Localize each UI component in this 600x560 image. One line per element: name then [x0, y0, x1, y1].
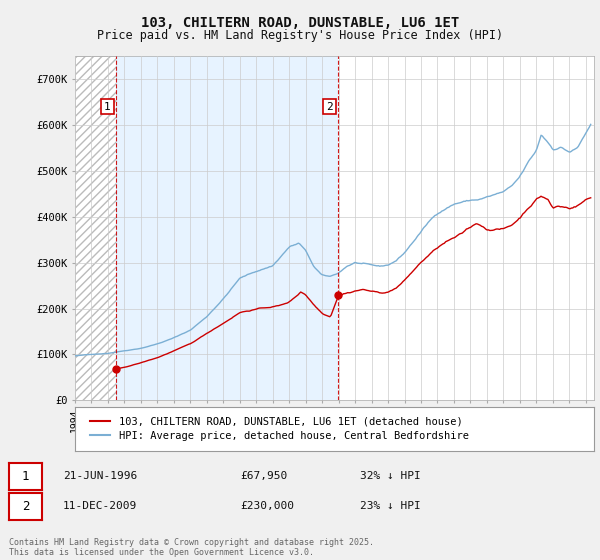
Text: Price paid vs. HM Land Registry's House Price Index (HPI): Price paid vs. HM Land Registry's House …	[97, 29, 503, 42]
Text: 2: 2	[22, 500, 29, 513]
Bar	[75, 56, 116, 400]
Text: 1: 1	[22, 470, 29, 483]
Text: 32% ↓ HPI: 32% ↓ HPI	[360, 471, 421, 481]
Text: 1: 1	[104, 101, 111, 111]
Text: 11-DEC-2009: 11-DEC-2009	[63, 501, 137, 511]
Text: £230,000: £230,000	[240, 501, 294, 511]
Text: 23% ↓ HPI: 23% ↓ HPI	[360, 501, 421, 511]
Text: 21-JUN-1996: 21-JUN-1996	[63, 471, 137, 481]
Text: £67,950: £67,950	[240, 471, 287, 481]
Text: 103, CHILTERN ROAD, DUNSTABLE, LU6 1ET: 103, CHILTERN ROAD, DUNSTABLE, LU6 1ET	[141, 16, 459, 30]
Text: 2: 2	[326, 101, 333, 111]
Bar	[116, 56, 338, 400]
Legend: 103, CHILTERN ROAD, DUNSTABLE, LU6 1ET (detached house), HPI: Average price, det: 103, CHILTERN ROAD, DUNSTABLE, LU6 1ET (…	[85, 413, 473, 445]
Text: Contains HM Land Registry data © Crown copyright and database right 2025.
This d: Contains HM Land Registry data © Crown c…	[9, 538, 374, 557]
